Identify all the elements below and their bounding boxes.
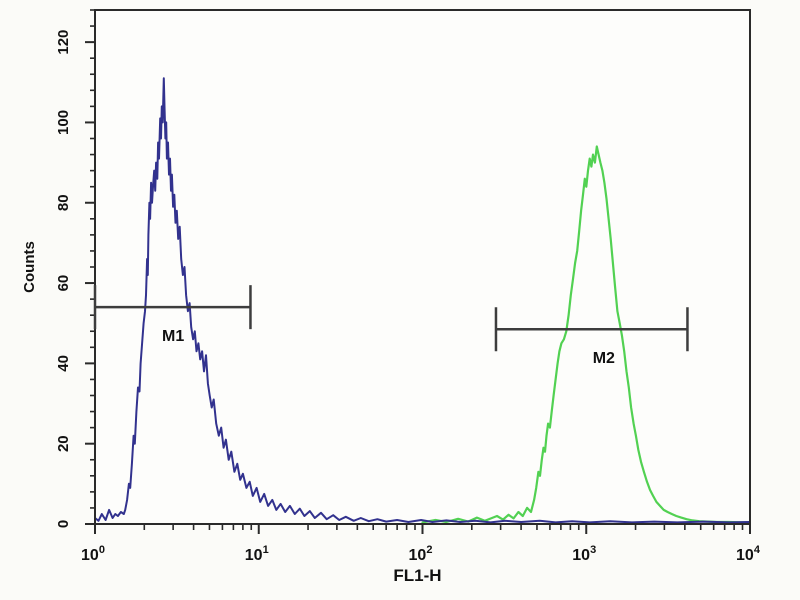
x-tick-exponent: 4 (754, 544, 761, 556)
x-tick-exponent: 0 (99, 544, 105, 556)
x-tick-exponent: 2 (426, 544, 432, 556)
y-axis-title: Counts (21, 241, 38, 293)
plot-area (95, 10, 750, 524)
marker-m2-label: M2 (593, 350, 615, 367)
y-tick-label: 0 (55, 520, 72, 528)
x-tick-label: 104 (736, 544, 761, 564)
x-tick-exponent: 1 (263, 544, 269, 556)
series-curve-green-positive-population (421, 145, 751, 524)
y-tick-label: 20 (55, 435, 72, 452)
y-tick-label: 60 (55, 275, 72, 292)
x-tick-label: 102 (409, 544, 433, 564)
x-tick-exponent: 3 (590, 544, 596, 556)
x-tick-label: 103 (572, 544, 596, 564)
x-tick-label: 101 (245, 544, 269, 564)
marker-m1-label: M1 (162, 328, 184, 345)
y-tick-label: 120 (55, 30, 72, 55)
plot-border (94, 9, 751, 525)
y-tick-label: 100 (55, 110, 72, 135)
y-tick-label: 40 (55, 355, 72, 372)
x-axis-title: FL1-H (393, 566, 441, 585)
y-tick-label: 80 (55, 194, 72, 211)
x-tick-label: 100 (81, 544, 105, 564)
series-curve-blue-negative-population (94, 77, 751, 524)
